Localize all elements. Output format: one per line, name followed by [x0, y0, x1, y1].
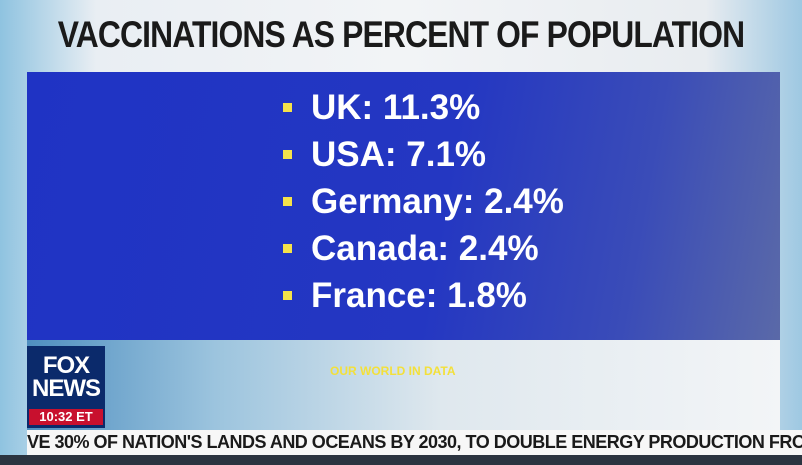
- background-image: [27, 340, 780, 430]
- stat-item: Canada: 2.4%: [283, 229, 564, 276]
- stat-item: France: 1.8%: [283, 276, 564, 323]
- news-ticker: VE 30% OF NATION'S LANDS AND OCEANS BY 2…: [27, 430, 802, 455]
- title: VACCINATIONS AS PERCENT OF POPULATION: [57, 14, 745, 55]
- network-logo: FOX NEWS 10:32 ET: [27, 346, 105, 428]
- stat-item: UK: 11.3%: [283, 88, 564, 135]
- clock: 10:32 ET: [29, 409, 103, 425]
- source: OUR WORLD IN DATA: [330, 364, 456, 378]
- bottom-strip: [0, 455, 802, 465]
- stat-list: UK: 11.3% USA: 7.1% Germany: 2.4% Canada: 2…: [283, 88, 564, 323]
- data-panel: UK: 11.3% USA: 7.1% Germany: 2.4% Canada: 2…: [27, 72, 780, 340]
- stat-item: USA: 7.1%: [283, 135, 564, 182]
- stat-item: Germany: 2.4%: [283, 182, 564, 229]
- logo-text: FOX NEWS: [32, 352, 101, 402]
